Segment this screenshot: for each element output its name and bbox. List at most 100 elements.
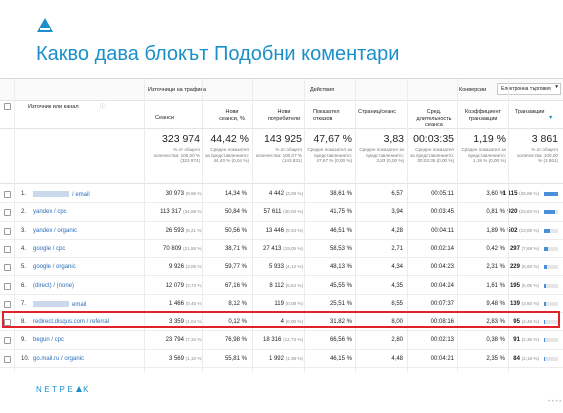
cell-new-pct: 8,12 % [228, 301, 247, 307]
column-new-users[interactable]: Нови потребители [267, 109, 301, 122]
row-source-link[interactable]: yandex / organic [33, 228, 77, 234]
row-source-link[interactable]: begun / cpc [33, 337, 64, 343]
row-checkbox[interactable] [4, 245, 11, 253]
row-index: 10. [21, 355, 30, 362]
cell-duration: 00:02:14 [431, 246, 454, 252]
row-checkbox[interactable] [4, 264, 11, 272]
row-source-link[interactable]: google / organic [33, 264, 76, 270]
cell-value: 00:03:45 [430, 209, 454, 216]
cell-value: 25,51 % [329, 300, 352, 307]
row-checkbox[interactable] [4, 227, 11, 235]
row-checkbox[interactable] [4, 355, 11, 363]
column-divider [14, 79, 15, 372]
table-row[interactable]: 3. yandex / organic 26 593 (8,21 %) 50,56 %… [0, 222, 563, 240]
cell-transactions: 95 (2,46 %) [513, 319, 539, 325]
column-bounce-rate[interactable]: Показател отказов [313, 109, 340, 122]
table-row[interactable]: 1. / email 30 973 (9,56 %) 14,34 % 4 442 (3,… [0, 185, 563, 204]
cell-share: (3,60 %) [521, 300, 539, 306]
select-all-checkbox[interactable] [4, 103, 11, 110]
table-row[interactable]: 9. begun / cpc 23 794 (7,34 %) 76,98 % 18 31… [0, 331, 563, 350]
row-index: 4. [21, 245, 27, 252]
share-bar [544, 356, 558, 361]
column-sessions[interactable]: Сеанси [155, 115, 174, 121]
column-new-sessions[interactable]: Нови сеанси, % [219, 109, 245, 122]
cell-value: 00:08:16 [430, 319, 454, 326]
cell-duration: 00:04:21 [431, 356, 454, 362]
row-checkbox[interactable] [4, 191, 11, 198]
row-source-link[interactable]: email [33, 300, 86, 308]
table-row[interactable]: 4. google / cpc 70 809 (21,86 %) 38,71 % 27 … [0, 240, 563, 259]
cell-value: 8,00 [391, 319, 403, 326]
cell-value: 4,34 [391, 264, 403, 271]
row-source-label: google / cpc [33, 245, 66, 252]
cell-pages: 4,34 [391, 264, 403, 270]
row-source-label: yandex / cpc [33, 209, 67, 216]
cell-value: 13 446 [265, 227, 284, 234]
cell-value: 12 079 [165, 282, 184, 289]
row-source-link[interactable]: / email [33, 191, 90, 198]
table-row[interactable]: 8. redirect.disqus.com / referral 3 359 (1… [0, 313, 563, 332]
cell-duration: 00:08:16 [431, 319, 454, 325]
cell-value: 26 593 [165, 227, 184, 234]
cell-value: 45,55 % [329, 282, 352, 289]
cell-new-pct: 76,98 % [225, 337, 247, 343]
cell-value: 2,35 % [486, 355, 505, 362]
cell-bounce: 48,13 % [330, 264, 352, 270]
row-checkbox[interactable] [4, 337, 11, 345]
row-source-label: (direct) / (none) [33, 282, 75, 289]
cell-new-users: 27 413 (19,05 %) [263, 246, 303, 252]
total-pages-sub: Среден показател за представлението: 3,8… [359, 147, 404, 164]
cell-conv: 1,61 % [486, 283, 505, 289]
row-checkbox[interactable] [4, 282, 11, 290]
cell-value: 1 992 [268, 355, 284, 362]
cell-value: 50,56 % [224, 227, 247, 234]
table-row[interactable]: 2. yandex / cpc 113 317 (34,98 %) 50,84 % 57… [0, 203, 563, 222]
column-pages-per-session[interactable]: Страниц/сеанс [358, 109, 397, 115]
row-source-label: redirect.disqus.com / referral [33, 319, 110, 326]
cell-share: (19,05 %) [283, 245, 303, 251]
analytics-table: Източници на трафика Действия Конверсии … [0, 78, 563, 372]
column-source[interactable]: Източник или канал [28, 104, 79, 110]
total-conversion: 1,19 % [473, 133, 506, 145]
column-conversion-rate[interactable]: Коэффициент транзакции [464, 109, 502, 122]
column-avg-duration[interactable]: Сред. длительность сеанса [416, 109, 452, 128]
cell-share: (34,98 %) [183, 209, 203, 215]
cell-new-users: 18 316 (12,73 %) [263, 337, 303, 343]
table-row[interactable]: 10. go.mail.ru / organic 3 569 (1,10 %) 55,… [0, 350, 563, 368]
cell-sessions: 23 794 (7,34 %) [166, 337, 203, 343]
row-checkbox[interactable] [4, 319, 11, 327]
cell-share: (3,73 %) [185, 282, 203, 288]
share-bar-fill [544, 228, 550, 233]
redacted-block [33, 300, 69, 307]
row-source-link[interactable]: go.mail.ru / organic [33, 356, 84, 362]
cell-value: 2,80 [391, 337, 403, 344]
group-conversions-label: Конверсии [459, 87, 487, 93]
row-source-link[interactable]: yandex / cpc [33, 209, 67, 215]
table-row[interactable]: 5. google / organic 9 926 (3,06 %) 59,77 % 5… [0, 258, 563, 277]
conversion-select[interactable]: Електронна търговия ▾ [497, 83, 561, 95]
cell-value: 00:04:11 [431, 227, 454, 234]
total-transactions-sub: % от общего количества: 100,00 % (3 861) [517, 147, 558, 164]
cell-value: 3,60 % [486, 191, 505, 197]
totals-row: 323 974 % от общего количества: 100,00 %… [0, 129, 563, 184]
column-transactions[interactable]: Транзакции [515, 109, 545, 115]
sort-down-icon[interactable]: ▼ [548, 115, 554, 121]
row-source-link[interactable]: (direct) / (none) [33, 283, 74, 289]
table-row[interactable]: 6. (direct) / (none) 12 079 (3,73 %) 67,16 … [0, 277, 563, 295]
cell-new-users: 5 933 (4,12 %) [269, 264, 303, 270]
cell-value: 9 926 [168, 264, 184, 271]
column-divider [144, 79, 145, 372]
cell-value: 95 [513, 319, 520, 326]
row-source-link[interactable]: google / cpc [33, 246, 65, 252]
column-divider [508, 79, 509, 372]
cell-share: (1,04 %) [185, 319, 203, 325]
row-checkbox[interactable] [4, 300, 11, 308]
cell-new-pct: 67,16 % [225, 283, 247, 289]
row-checkbox[interactable] [4, 209, 11, 217]
cell-bounce: 31,82 % [330, 319, 352, 325]
cell-pages: 8,00 [391, 319, 403, 325]
share-bar-fill [544, 338, 545, 343]
cell-conv: 2,35 % [486, 356, 505, 362]
cell-value: 3 359 [168, 319, 184, 326]
row-source-link[interactable]: redirect.disqus.com / referral [33, 319, 109, 325]
